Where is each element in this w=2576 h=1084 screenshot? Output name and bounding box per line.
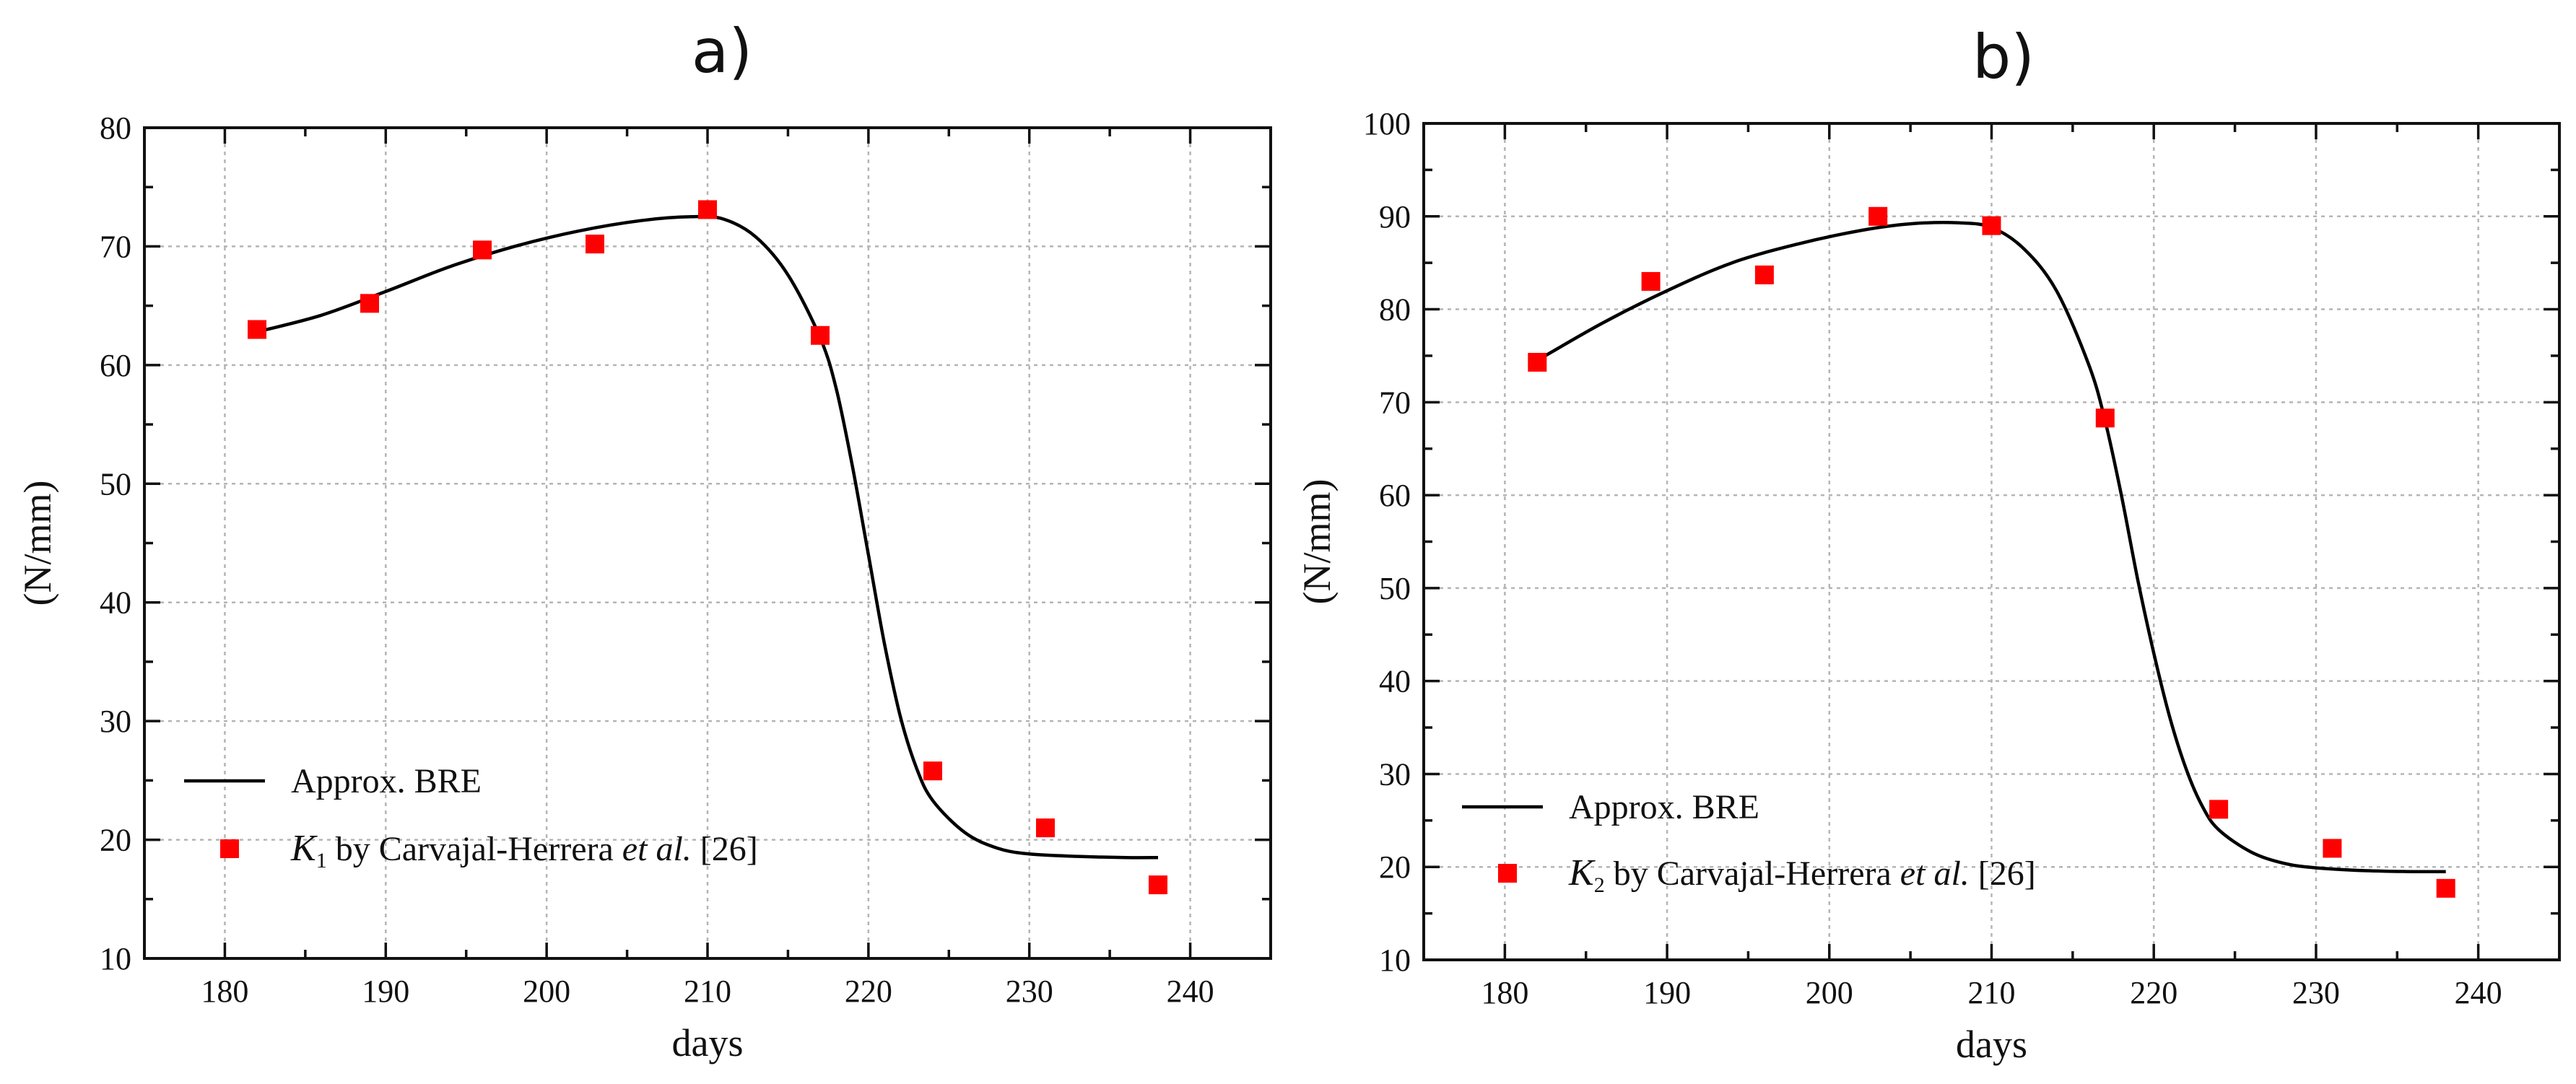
panel-title: a) [692,16,752,87]
legend-label-approx-bre: Approx. BRE [291,762,482,800]
y-tick-label: 70 [1379,385,1411,420]
legend-text-pre: by Carvajal-Herrera [1605,854,1900,893]
y-tick-label: 100 [1363,106,1411,141]
chart-panel-b: b) 180 190 200 210 220 230 240 10 20 30 40 50 60 70 80 9… [1295,22,2561,1066]
y-tick-label: 80 [100,110,131,146]
y-tick-label: 50 [1379,571,1411,606]
x-axis-label: days [1956,1023,2027,1066]
legend-marker-swatch [220,839,239,858]
y-tick-label: 20 [100,823,131,858]
y-tick-label: 60 [1379,478,1411,513]
data-point-marker [1641,271,1661,291]
series-line-approx-bre [256,214,1159,860]
x-tick-label: 230 [1006,974,1053,1009]
legend-text-pre: by Carvajal-Herrera [327,830,622,868]
x-tick-label: 210 [1968,975,2016,1010]
legend-label-k-series: K2 by Carvajal-Herrera et al. [26] [1568,852,2036,897]
legend: Approx. BRE K1 by Carvajal-Herrera et al.… [184,762,758,873]
legend-k-subscript: 1 [316,849,327,873]
legend-text-etal: et al. [1900,854,1970,893]
x-axis-label: days [672,1021,744,1065]
data-point-marker [1754,265,1774,284]
legend-k-subscript: 2 [1594,873,1605,897]
data-point-marker [1982,216,2001,235]
x-tick-label: 180 [201,974,248,1009]
x-tick-label: 190 [362,974,409,1009]
y-axis-label: (N/mm) [1295,479,1339,605]
legend-text-etal: et al. [622,830,692,868]
data-point-marker [360,294,379,313]
data-point-marker [923,761,942,781]
y-tick-label: 60 [100,348,131,383]
legend-text-post: [26] [1970,854,2036,893]
y-tick-label: 10 [100,941,131,976]
y-tick-label: 80 [1379,292,1411,328]
data-point-marker [811,325,830,345]
x-tick-label: 220 [2130,975,2177,1010]
legend-k-symbol: K [1568,852,1596,893]
y-tick-label: 10 [1379,943,1411,978]
data-point-marker [2436,878,2455,898]
x-tick-label: 180 [1481,975,1528,1010]
data-point-marker [1868,206,1888,226]
data-point-marker [698,200,717,219]
x-tick-label: 220 [845,974,892,1009]
x-tick-label: 190 [1643,975,1691,1010]
y-tick-label: 40 [1379,664,1411,699]
data-point-marker [1149,875,1167,895]
legend-k-symbol: K [290,828,318,869]
data-point-marker [586,235,604,254]
legend-label-k-series: K1 by Carvajal-Herrera et al. [26] [290,828,758,873]
y-tick-label: 90 [1379,199,1411,235]
y-tick-label: 50 [100,466,131,502]
x-tick-label: 240 [2455,975,2502,1010]
data-point-marker [473,240,492,260]
y-tick-label: 20 [1379,849,1411,885]
legend-marker-swatch [1498,864,1517,883]
legend-text-post: [26] [692,830,758,868]
legend-label-approx-bre: Approx. BRE [1569,788,1759,826]
data-point-marker [248,320,266,339]
data-point-marker [1036,818,1055,838]
y-tick-label: 30 [100,704,131,739]
chart-panel-a: a) 180 190 200 210 220 230 240 10 20 30 40 50 60 70 80 d… [16,16,1272,1065]
data-point-marker [2209,800,2229,819]
series-line-approx-bre [1536,221,2446,874]
y-tick-label: 30 [1379,756,1411,792]
x-tick-label: 240 [1167,974,1214,1009]
x-tick-label: 200 [523,974,570,1009]
x-tick-label: 230 [2292,975,2340,1010]
x-tick-label: 210 [684,974,731,1009]
data-point-marker [2323,839,2342,858]
y-axis-label: (N/mm) [16,481,59,606]
legend: Approx. BRE K2 by Carvajal-Herrera et al.… [1462,788,2036,897]
plot-frame [1422,122,2561,961]
data-point-marker [2095,408,2115,428]
y-tick-label: 40 [100,585,131,621]
data-point-marker [1528,352,1547,372]
y-tick-label: 70 [100,229,131,264]
x-tick-label: 200 [1806,975,1853,1010]
panel-title: b) [1972,22,2035,92]
